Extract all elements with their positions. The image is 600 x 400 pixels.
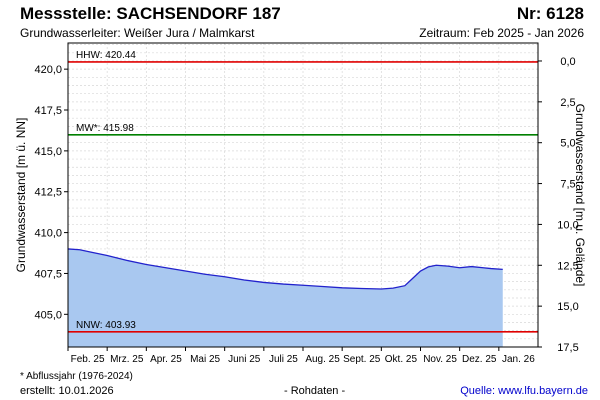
y-tick-label: 415,0 xyxy=(34,146,62,158)
reference-line-label: HHW: 420.44 xyxy=(76,50,136,61)
x-tick-label: Nov. 25 xyxy=(423,354,457,365)
reference-line-label: NNW: 403.93 xyxy=(76,320,136,331)
reference-line-label: MW*: 415.98 xyxy=(76,123,134,134)
x-tick-label: Feb. 25 xyxy=(71,354,105,365)
x-tick-label: Apr. 25 xyxy=(150,354,182,365)
y-tick-label: 405,0 xyxy=(34,309,62,321)
series-area xyxy=(68,248,503,347)
right-y-tick-label: 5,0 xyxy=(560,138,575,150)
y-tick-label: 410,0 xyxy=(34,228,62,240)
series-line xyxy=(67,248,503,290)
right-y-tick-label: 15,0 xyxy=(557,301,578,313)
right-y-axis-title: Grundwasserstand [m u. Gelände] xyxy=(573,104,587,287)
x-tick-label: Mai 25 xyxy=(190,354,220,365)
x-tick-label: Juni 25 xyxy=(228,354,261,365)
x-tick-label: Aug. 25 xyxy=(305,354,340,365)
right-y-tick-label: 7,5 xyxy=(560,179,575,191)
x-tick-label: Mrz. 25 xyxy=(110,354,144,365)
right-y-tick-label: 2,5 xyxy=(560,97,575,109)
y-tick-label: 412,5 xyxy=(34,187,62,199)
page-title: Messstelle: SACHSENDORF 187 xyxy=(20,4,281,23)
right-y-tick-label: 0,0 xyxy=(560,56,575,68)
rawdata-note: - Rohdaten - xyxy=(284,385,346,397)
footnote: * Abflussjahr (1976-2024) xyxy=(20,371,133,382)
x-tick-label: Dez. 25 xyxy=(462,354,497,365)
y-tick-label: 407,5 xyxy=(34,268,62,280)
source-link[interactable]: Quelle: www.lfu.bayern.de xyxy=(460,385,588,397)
station-number: Nr: 6128 xyxy=(516,4,584,23)
y-axis-title: Grundwasserstand [m ü. NN] xyxy=(14,118,28,273)
y-tick-label: 420,0 xyxy=(34,64,62,76)
x-tick-label: Juli 25 xyxy=(269,354,298,365)
created-date: erstellt: 10.01.2026 xyxy=(20,385,114,397)
x-tick-label: Jan. 26 xyxy=(502,354,535,365)
right-y-tick-label: 17,5 xyxy=(557,342,578,354)
x-tick-label: Sept. 25 xyxy=(343,354,381,365)
right-y-tick-label: 10,0 xyxy=(557,219,578,231)
y-tick-label: 417,5 xyxy=(34,105,62,117)
aquifer-label: Grundwasserleiter: Weißer Jura / Malmkar… xyxy=(20,26,255,40)
right-y-tick-label: 12,5 xyxy=(557,260,578,272)
period-label: Zeitraum: Feb 2025 - Jan 2026 xyxy=(419,26,584,40)
x-tick-label: Okt. 25 xyxy=(385,354,418,365)
